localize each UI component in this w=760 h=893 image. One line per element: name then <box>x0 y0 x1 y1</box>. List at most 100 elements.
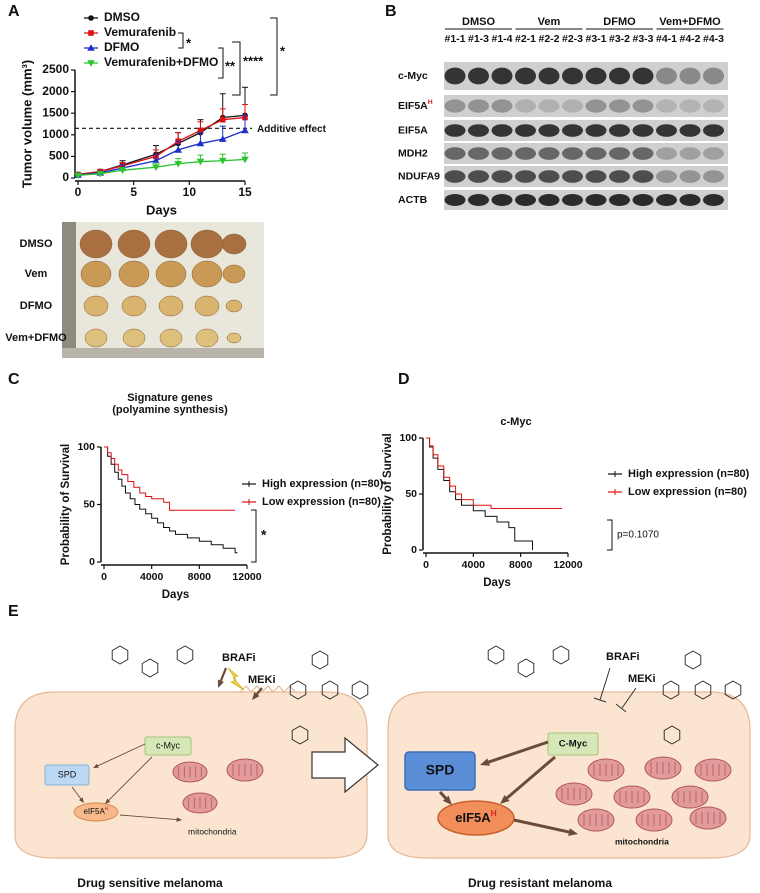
legend-label: Low expression (n=80) <box>262 496 381 508</box>
marker <box>118 167 127 175</box>
blot-band <box>585 67 607 85</box>
drug-label: MEKi <box>628 673 656 685</box>
tumor <box>226 332 242 344</box>
lane-label: #3-1 <box>585 33 606 45</box>
eif5a-label-sup: H <box>491 808 497 818</box>
molecule-ring <box>176 645 194 665</box>
tumor <box>79 229 113 259</box>
blot-band <box>515 194 536 206</box>
molecule-ring <box>662 680 680 700</box>
y-tick-label: 0 <box>62 170 69 184</box>
blot-row-label: MDH2 <box>398 147 428 159</box>
group-label: Vem+DFMO <box>659 16 721 28</box>
blot-row-label: c-Myc <box>398 70 428 82</box>
blot-row-label-main: MDH2 <box>398 147 428 159</box>
drug-label: MEKi <box>248 674 276 686</box>
chart-title: (polyamine synthesis) <box>112 404 228 416</box>
tumor <box>159 328 183 348</box>
significance-label: p=0.1070 <box>617 530 659 541</box>
series-line <box>77 129 246 176</box>
tumor <box>194 295 220 317</box>
x-tick-label: 0 <box>101 571 107 583</box>
pathway-arrowhead <box>500 795 510 804</box>
pathway-arrow <box>71 786 83 801</box>
marker <box>152 156 160 164</box>
panel-label: C <box>8 371 20 388</box>
tumor <box>190 229 224 259</box>
blot-band <box>656 124 677 137</box>
molecule-ring <box>552 645 570 665</box>
blot-band <box>491 147 513 160</box>
chart-title: c-Myc <box>500 416 531 428</box>
blot-band <box>468 194 489 206</box>
blot-band <box>679 194 701 206</box>
x-tick-label: 12000 <box>232 571 261 583</box>
x-axis-label: Days <box>146 202 177 217</box>
blot-band <box>538 124 560 137</box>
blot-band <box>468 147 489 160</box>
pathway-arrowhead <box>217 679 224 688</box>
blot-band <box>562 99 583 113</box>
marker <box>96 170 105 178</box>
x-tick-label: 8000 <box>188 571 212 583</box>
cmyc-box <box>144 736 192 756</box>
significance-bracket <box>178 32 184 49</box>
row-label: DMSO <box>20 238 53 250</box>
marker <box>88 30 94 36</box>
reference-label: Additive effect <box>257 124 327 135</box>
pathway-arrowhead <box>78 797 84 803</box>
tumor <box>191 260 223 288</box>
eif5a-label-main: eIF5A <box>83 807 105 816</box>
blot-band <box>444 99 466 113</box>
molecule-ring <box>351 680 369 700</box>
survival-curve <box>104 446 238 554</box>
x-axis-label: Days <box>162 589 190 601</box>
blot-band <box>609 170 630 183</box>
marker <box>152 164 160 171</box>
lane-label: #3-2 <box>609 33 630 45</box>
pathway-arrowhead <box>105 798 111 804</box>
marker <box>197 127 204 134</box>
eif5a-label-main: eIF5A <box>455 810 491 825</box>
eif5a-label-sup: H <box>105 806 109 812</box>
blot-row-label-main: EIF5A <box>398 124 428 136</box>
eif5a-label: eIF5AH <box>455 808 497 825</box>
molecule-ring <box>321 680 339 700</box>
molecule-ring <box>311 650 329 670</box>
blot-band <box>703 170 724 183</box>
molecule-ring <box>487 645 505 665</box>
lane-label: #4-1 <box>656 33 677 45</box>
x-tick-label: 0 <box>423 559 429 571</box>
blot-band <box>585 124 607 137</box>
marker <box>196 158 205 166</box>
blot-band <box>444 147 466 160</box>
blot-band <box>491 99 513 113</box>
significance-label: ** <box>225 58 236 73</box>
x-tick-label: 8000 <box>509 559 533 571</box>
blot-band <box>444 67 466 85</box>
blot-band <box>515 147 536 160</box>
marker <box>241 156 249 164</box>
group-label: Vem <box>538 16 561 28</box>
x-tick-label: 0 <box>75 185 82 199</box>
panel-label: A <box>8 3 20 20</box>
blot-band <box>609 67 630 85</box>
pathway-arrowhead <box>442 795 452 805</box>
blot-row-label: ACTB <box>398 194 428 206</box>
tumor <box>225 299 243 313</box>
y-axis-label: Tumor volume (mm³) <box>19 60 34 188</box>
molecule-ring <box>663 725 681 745</box>
tumor <box>118 260 150 288</box>
x-tick-label: 15 <box>238 185 252 199</box>
blot-band <box>562 170 583 183</box>
blot-band <box>515 170 536 183</box>
y-tick-label: 0 <box>89 556 95 568</box>
inhibition-bolt <box>227 667 245 691</box>
blot-band <box>491 124 513 137</box>
molecule-ring <box>289 680 307 700</box>
blot-band <box>515 99 536 113</box>
blot-band <box>585 147 607 160</box>
blot-band <box>468 67 489 85</box>
marker <box>74 172 82 180</box>
blot-row-label: EIF5AH <box>398 99 433 111</box>
